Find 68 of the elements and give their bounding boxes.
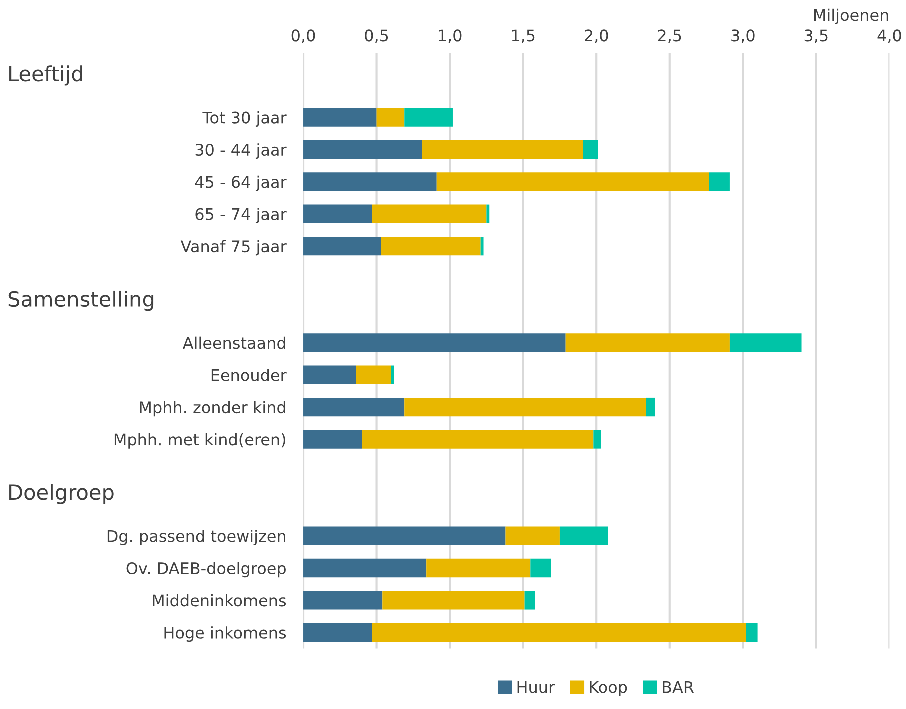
legend-label: Koop <box>590 681 628 696</box>
bar <box>304 430 362 449</box>
y-tick-label: Mphh. zonder kind <box>140 401 286 417</box>
bar <box>362 430 594 449</box>
bar <box>583 140 598 160</box>
bar <box>304 623 372 642</box>
bar <box>304 334 566 352</box>
bar <box>506 526 560 546</box>
y-tick-label: 45 - 64 jaar <box>195 176 287 192</box>
x-tick-label: 3,0 <box>732 30 755 44</box>
bar <box>372 204 487 224</box>
bar <box>304 398 405 417</box>
x-tick-label: 1,5 <box>512 30 535 44</box>
bar <box>304 526 506 546</box>
bar <box>594 430 601 449</box>
y-tick-label: Tot 30 jaar <box>202 111 287 127</box>
bar <box>304 172 437 192</box>
y-tick-label: 30 - 44 jaar <box>196 144 287 160</box>
bar <box>382 591 525 610</box>
text: Samenstelling <box>8 290 154 312</box>
bar <box>304 558 427 578</box>
bar <box>436 172 710 192</box>
bar <box>304 236 382 256</box>
bar <box>304 108 377 127</box>
x-tick-label: 0,5 <box>365 30 388 44</box>
x-tick-label: 1,0 <box>439 30 462 44</box>
bar <box>404 398 646 417</box>
bar <box>372 623 746 642</box>
bar <box>486 204 490 224</box>
y-tick-label: Eenouder <box>212 369 287 382</box>
bar <box>566 334 730 352</box>
x-tick-label: 2,0 <box>585 30 608 44</box>
y-tick-label: Dg. passend toewijzen <box>108 530 286 546</box>
bar <box>746 623 758 642</box>
bar <box>560 526 608 546</box>
bar <box>426 558 531 578</box>
legend-label: BAR <box>663 681 694 694</box>
bar <box>356 366 392 384</box>
x-tick-label: 4,0 <box>878 30 902 44</box>
y-tick-label: Hoge inkomens <box>164 626 286 642</box>
bar <box>730 334 802 352</box>
bar <box>381 236 481 256</box>
y-tick-label: Vanaf 75 jaar <box>180 240 287 256</box>
bar <box>646 398 656 417</box>
text: Doelgroep <box>10 484 114 504</box>
y-tick-label: Mphh. met kind(eren) <box>114 433 286 449</box>
bar <box>304 366 356 384</box>
bar <box>376 108 405 127</box>
y-tick-label: 65 - 74 jaar <box>196 208 287 224</box>
bar <box>422 140 584 160</box>
bar <box>304 140 422 160</box>
x-axis-title: Miljoenen <box>814 8 888 24</box>
bar <box>304 591 383 610</box>
legend-label: Huur <box>518 681 556 694</box>
y-tick-label: Ov. DAEB-doelgroep <box>126 562 286 578</box>
x-tick-label: 3,5 <box>804 30 828 44</box>
y-tick-label: Middeninkomens <box>153 594 286 607</box>
bar <box>524 591 536 610</box>
bar <box>530 558 552 578</box>
bar <box>480 236 484 256</box>
y-tick-label: Alleenstaand <box>182 336 286 350</box>
x-tick-label: 0,0 <box>292 30 316 44</box>
x-tick-label: 2,5 <box>658 30 682 44</box>
bar <box>304 204 372 224</box>
bar <box>391 366 394 384</box>
bar <box>709 172 730 192</box>
bar <box>404 108 453 127</box>
text: Leeftijd <box>10 66 82 86</box>
